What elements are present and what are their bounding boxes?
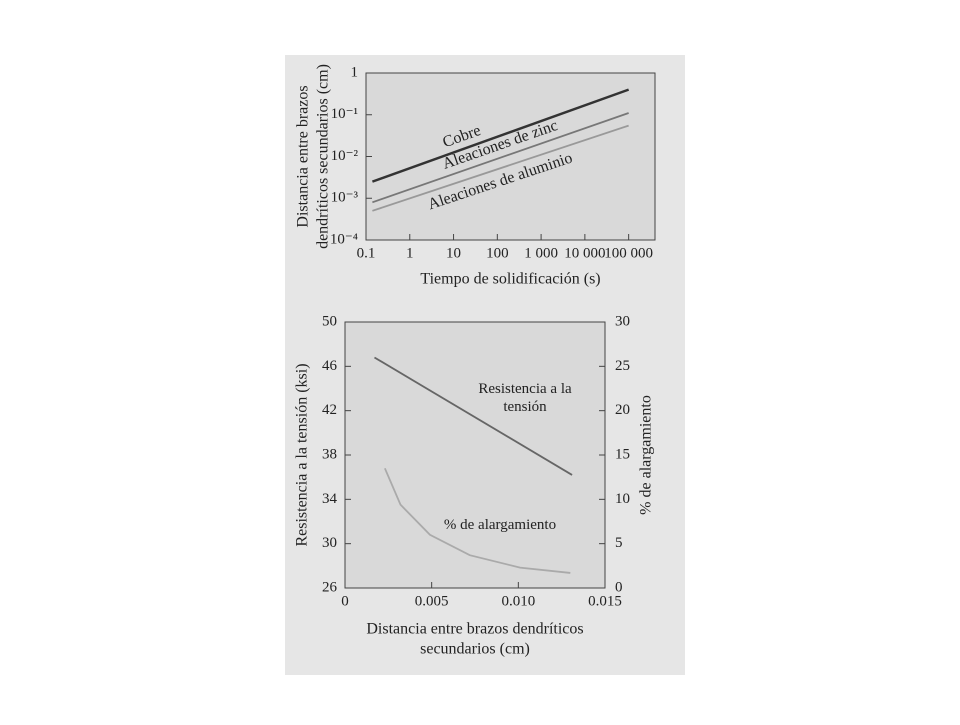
y2-axis-label: % de alargamiento	[638, 395, 655, 515]
series-label: % de alargamiento	[443, 517, 557, 533]
series-label-text: % de alargamiento	[443, 517, 557, 533]
series-label: Resistencia a la tensión	[478, 381, 572, 415]
x-tick-label: 1 000	[524, 245, 558, 261]
y2-tick-label: 5	[615, 535, 623, 551]
series-line	[374, 356, 573, 476]
x-tick-label: 100	[486, 245, 509, 261]
y2-tick-label: 0	[615, 579, 623, 595]
y2-tick-label: 30	[615, 313, 630, 329]
y2-tick-label: 10	[615, 491, 630, 507]
y-tick-label: 10⁻⁴	[330, 231, 358, 247]
y-tick-label: 26	[322, 579, 338, 595]
y2-tick-label: 20	[615, 402, 630, 418]
x-tick-label: 0.1	[357, 245, 376, 261]
series-line	[372, 124, 629, 212]
series-line	[384, 467, 571, 574]
x-tick-label: 100 000	[604, 245, 653, 261]
x-axis-label: Distancia entre brazos dendríticos	[366, 621, 583, 638]
y2-tick-label: 15	[615, 446, 630, 462]
x-axis-label: secundarios (cm)	[420, 641, 530, 658]
y-tick-label: 42	[322, 402, 337, 418]
y-tick-label: 10⁻²	[331, 148, 359, 164]
y-axis-label: dendríticos secundarios (cm)	[315, 64, 332, 249]
x-tick-label: 10	[446, 245, 461, 261]
y-tick-label: 34	[322, 491, 338, 507]
x-tick-label: 0.005	[415, 593, 449, 609]
plot-area	[365, 72, 656, 241]
x-axis-label: Tiempo de solidificación (s)	[420, 271, 600, 288]
x-tick-label: 0	[341, 593, 349, 609]
series-line	[372, 112, 629, 204]
series-label-text: Resistencia a la tensión	[478, 381, 572, 415]
y-tick-label: 50	[322, 313, 337, 329]
y-tick-label: 1	[351, 64, 359, 80]
series-line	[371, 88, 630, 183]
y-axis-label: Resistencia a la tensión (ksi)	[294, 363, 311, 546]
y-tick-label: 38	[322, 446, 337, 462]
y-tick-label: 10⁻¹	[331, 106, 358, 122]
x-tick-label: 0.010	[501, 593, 535, 609]
y-tick-label: 30	[322, 535, 337, 551]
y-tick-label: 10⁻³	[331, 190, 359, 206]
y-tick-label: 46	[322, 358, 338, 374]
y-axis-label: Distancia entre brazos	[295, 85, 312, 227]
x-tick-label: 0.015	[588, 593, 622, 609]
x-tick-label: 1	[406, 245, 414, 261]
x-tick-label: 10 000	[564, 245, 605, 261]
y2-tick-label: 25	[615, 358, 630, 374]
